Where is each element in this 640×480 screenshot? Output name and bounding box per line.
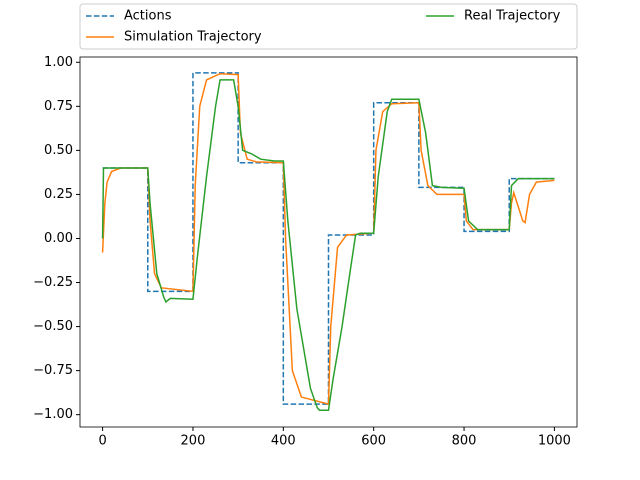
series-line [102,72,555,405]
legend-label: Simulation Trajectory [124,30,262,45]
legend-label: Real Trajectory [464,9,561,24]
x-tick-label: 600 [361,434,386,449]
y-tick-label: −1.00 [33,407,73,422]
series-line [101,79,555,412]
y-tick-label: 0.25 [44,187,73,202]
y-tick-label: 1.00 [44,55,73,70]
y-tick-label: 0.50 [44,143,73,158]
x-tick-label: 200 [181,434,206,449]
y-tick-label: −0.75 [33,363,73,378]
plot-frame [79,56,578,428]
x-tick-label: 0 [98,434,106,449]
y-tick-label: 0.00 [44,231,73,246]
x-tick-label: 800 [452,434,477,449]
y-tick-label: 0.75 [44,99,73,114]
y-tick-label: −0.25 [33,275,73,290]
legend-label: Actions [124,9,172,24]
x-tick-label: 400 [271,434,296,449]
x-tick-label: 1000 [538,434,571,449]
y-tick-label: −0.50 [33,319,73,334]
